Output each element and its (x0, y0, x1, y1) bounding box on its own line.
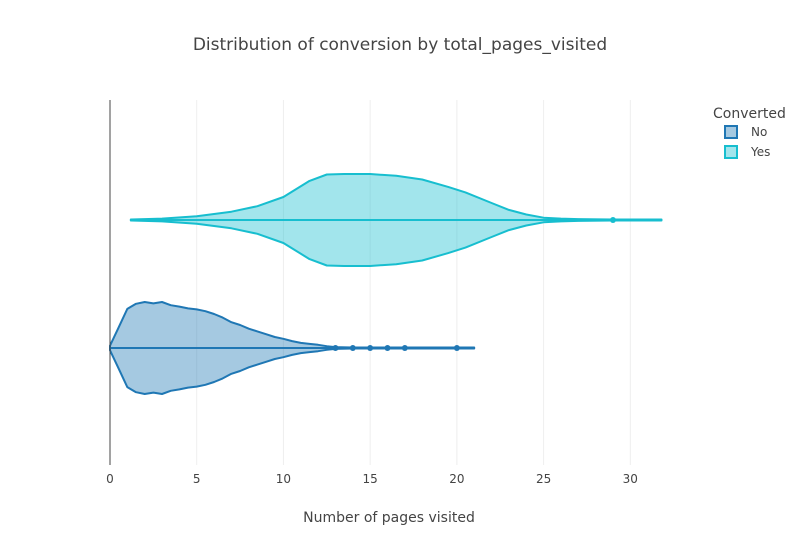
outlier-point[interactable] (453, 345, 460, 351)
legend-swatch (724, 125, 738, 139)
outlier-point[interactable] (367, 345, 374, 351)
x-tick-label: 25 (536, 472, 551, 486)
outlier-point[interactable] (401, 345, 408, 351)
x-tick-label: 15 (363, 472, 378, 486)
x-tick-label: 20 (449, 472, 464, 486)
violin-layer (109, 173, 663, 395)
legend-title: Converted (713, 106, 786, 122)
outlier-point[interactable] (332, 345, 339, 351)
legend-swatch (724, 145, 738, 159)
legend-label: Yes (750, 145, 770, 159)
x-tick-label: 10 (276, 472, 291, 486)
outlier-point[interactable] (384, 345, 391, 351)
grid-layer: 0 5 10 15 20 25 30 (106, 100, 638, 486)
legend[interactable]: Converted No Yes (713, 106, 786, 159)
outlier-point[interactable] (349, 345, 356, 351)
x-tick-label: 30 (623, 472, 638, 486)
legend-item-yes[interactable]: Yes (724, 145, 770, 159)
legend-label: No (751, 125, 767, 139)
x-tick-label: 5 (193, 472, 201, 486)
x-axis-title: Number of pages visited (303, 510, 475, 526)
chart-title: Distribution of conversion by total_page… (193, 35, 607, 55)
x-tick-label: 0 (106, 472, 114, 486)
outlier-point[interactable] (609, 217, 616, 223)
legend-item-no[interactable]: No (724, 125, 767, 139)
